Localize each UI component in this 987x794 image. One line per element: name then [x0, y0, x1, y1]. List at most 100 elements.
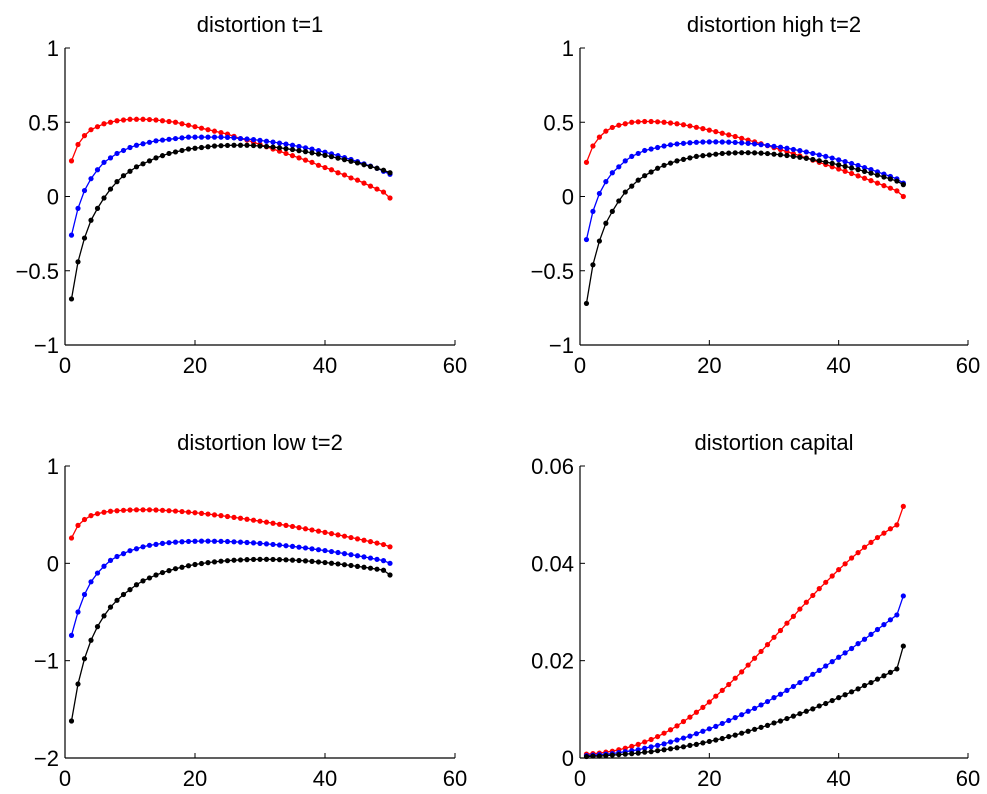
data-point — [328, 548, 335, 555]
data-point — [661, 143, 667, 149]
data-point — [68, 632, 75, 638]
data-point — [250, 137, 257, 143]
data-point — [706, 127, 712, 133]
data-point — [309, 159, 315, 165]
data-point — [816, 158, 822, 164]
y-tick-label: 0.5 — [28, 110, 59, 135]
data-point — [732, 675, 738, 681]
series-3 — [583, 150, 906, 307]
data-point — [146, 575, 153, 581]
data-point — [777, 627, 784, 634]
data-point — [667, 739, 674, 745]
data-point — [810, 706, 816, 712]
data-point — [276, 140, 283, 146]
data-point — [887, 526, 894, 532]
data-point — [622, 189, 628, 195]
data-point — [192, 510, 198, 516]
data-point — [322, 164, 328, 171]
data-point — [745, 728, 751, 734]
data-point — [107, 186, 114, 192]
data-point — [81, 516, 88, 523]
data-point — [75, 205, 81, 211]
data-point — [603, 179, 609, 185]
data-point — [348, 158, 354, 164]
data-point — [198, 560, 205, 567]
series-line — [586, 645, 904, 758]
data-point — [140, 161, 146, 167]
data-point — [583, 159, 590, 165]
data-point — [263, 138, 270, 144]
data-point — [367, 539, 374, 545]
data-point — [771, 634, 777, 640]
data-point — [159, 569, 166, 576]
data-point — [309, 150, 315, 156]
data-point — [328, 154, 335, 160]
data-point — [133, 164, 140, 170]
data-point — [784, 620, 790, 626]
data-point — [250, 556, 257, 563]
data-point — [855, 173, 861, 179]
data-point — [868, 631, 874, 637]
data-point — [101, 563, 107, 569]
data-point — [374, 165, 380, 171]
data-point — [667, 727, 674, 733]
data-point — [237, 515, 244, 521]
data-point — [680, 122, 687, 128]
data-point — [836, 695, 842, 701]
data-point — [687, 123, 693, 129]
data-point — [629, 153, 635, 160]
data-point — [752, 705, 758, 711]
data-point — [771, 151, 777, 157]
data-point — [387, 195, 393, 201]
data-point — [328, 560, 335, 566]
data-point — [315, 528, 322, 534]
data-point — [120, 173, 127, 179]
y-tick-label: −1 — [34, 333, 59, 358]
data-point — [894, 178, 900, 184]
data-point — [816, 586, 822, 592]
data-point — [583, 753, 590, 760]
data-point — [745, 150, 751, 156]
data-point — [739, 135, 745, 141]
data-point — [881, 183, 887, 189]
data-point — [75, 681, 81, 687]
data-point — [257, 137, 263, 143]
data-point — [309, 146, 315, 152]
data-point — [823, 700, 829, 707]
data-point — [192, 134, 198, 140]
data-point — [739, 140, 745, 146]
data-point — [790, 613, 797, 619]
data-point — [842, 163, 848, 169]
data-point — [114, 150, 120, 157]
x-tick-label: 60 — [956, 353, 980, 378]
data-point — [816, 667, 822, 674]
data-point — [335, 532, 341, 538]
data-point — [642, 118, 648, 125]
data-point — [374, 566, 380, 572]
data-point — [764, 150, 771, 157]
chart-title: distortion high t=2 — [687, 12, 861, 37]
data-point — [159, 137, 166, 143]
data-point — [185, 509, 192, 515]
x-tick-label: 20 — [697, 353, 721, 378]
data-point — [693, 709, 700, 715]
data-point — [75, 259, 81, 265]
series-line — [586, 506, 904, 755]
data-point — [732, 732, 738, 738]
data-point — [211, 512, 218, 518]
data-point — [590, 262, 596, 268]
data-point — [823, 153, 829, 160]
data-point — [829, 160, 835, 166]
data-point — [179, 508, 185, 515]
data-point — [836, 157, 842, 163]
data-point — [328, 167, 335, 173]
data-point — [590, 208, 596, 214]
data-point — [322, 152, 328, 158]
data-point — [354, 563, 361, 569]
y-tick-label: 0 — [562, 746, 574, 771]
data-point — [68, 232, 75, 238]
data-point — [153, 117, 159, 123]
data-point — [829, 573, 835, 579]
data-point — [900, 193, 906, 200]
data-point — [635, 119, 641, 125]
